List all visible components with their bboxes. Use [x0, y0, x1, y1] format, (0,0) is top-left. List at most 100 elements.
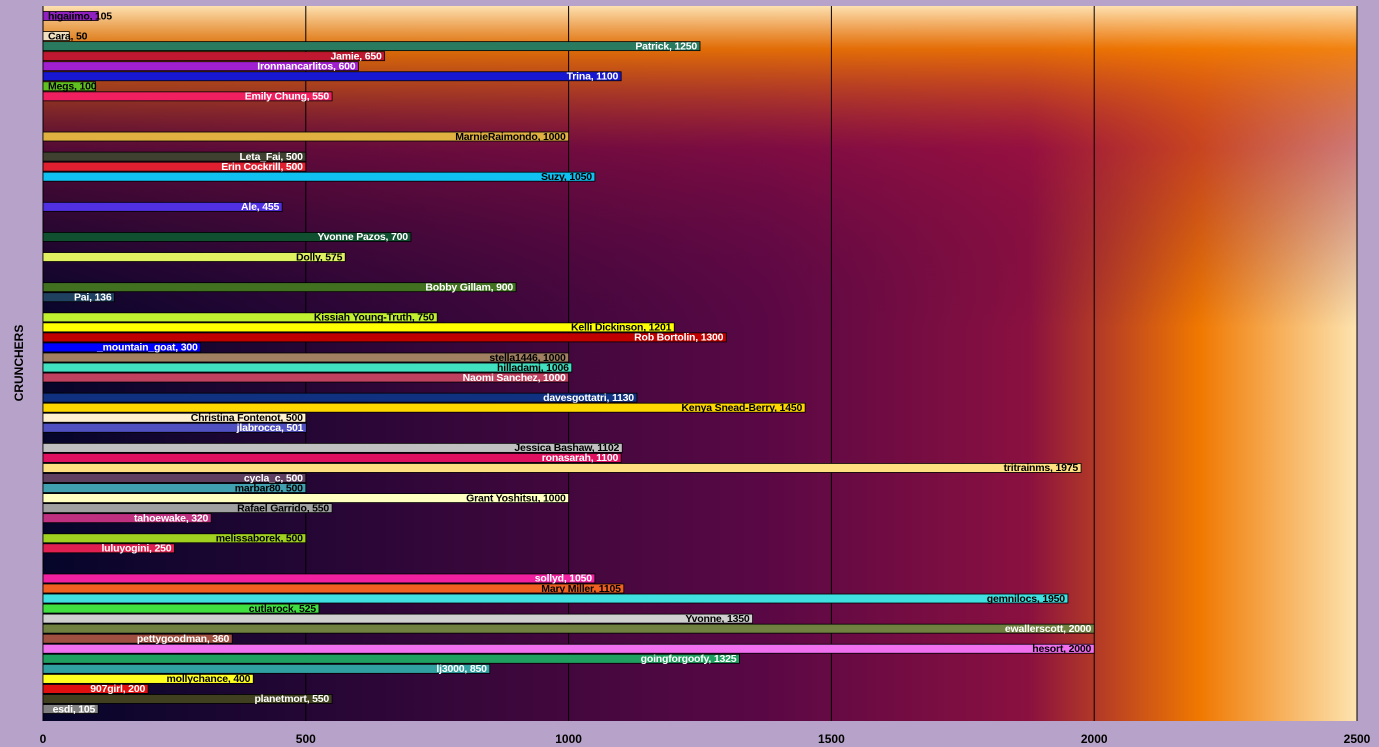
data-label: Rafael Garrido, 550 [237, 502, 329, 514]
bar [42, 493, 569, 503]
data-label: Jamie, 650 [330, 50, 381, 62]
bar [42, 653, 740, 664]
bar [42, 503, 333, 514]
data-label: luluyogini, 250 [101, 543, 171, 555]
bar [42, 483, 307, 493]
x-tick-label: 0 [40, 732, 47, 746]
data-label: sollyd, 1050 [535, 573, 592, 585]
data-label: hilladamj, 1006 [497, 362, 569, 374]
bar [42, 463, 1082, 473]
data-label: Yvonne, 1350 [685, 613, 749, 625]
data-label: Jessica Bashaw, 1102 [514, 442, 619, 454]
bar [42, 633, 233, 644]
bar [42, 61, 359, 72]
x-tick-label: 1000 [555, 732, 582, 746]
bar [42, 412, 307, 423]
bar [42, 232, 412, 242]
data-label: melissaborek, 500 [216, 533, 303, 545]
data-label: higaiimo, 105 [48, 10, 112, 22]
data-label: MarnieRaimondo, 1000 [455, 131, 566, 143]
bar [42, 252, 346, 262]
bar [42, 704, 99, 714]
bar [42, 312, 438, 323]
data-label: lj3000, 850 [436, 663, 487, 675]
bar [42, 402, 806, 413]
bar [42, 513, 212, 524]
bar [42, 422, 307, 433]
bar [42, 694, 333, 704]
x-tick-label: 2500 [1344, 732, 1371, 746]
y-axis-title: CRUNCHERS [12, 325, 26, 402]
bar [42, 322, 675, 333]
bar [42, 543, 175, 554]
data-label: gemnilocs, 1950 [987, 593, 1065, 605]
data-label: Ale, 455 [241, 201, 279, 213]
data-label: Yvonne Pazos, 700 [317, 231, 408, 243]
data-label: tahoewake, 320 [134, 512, 209, 524]
bar [42, 282, 517, 293]
data-label: Suzy, 1050 [541, 171, 592, 183]
bar [42, 91, 333, 102]
bar [42, 342, 202, 353]
bar [42, 292, 115, 303]
data-label: tritrainms, 1975 [1004, 462, 1079, 474]
bar [42, 81, 96, 92]
data-label: Trina, 1100 [567, 71, 619, 83]
bar [42, 171, 596, 182]
data-label: pettygoodman, 360 [137, 633, 230, 645]
data-label: Mary Miller, 1105 [541, 583, 621, 595]
data-label: Grant Yoshitsu, 1000 [466, 492, 566, 504]
bar [42, 51, 386, 62]
bar [42, 593, 1069, 604]
data-label: Kissiah Young-Truth, 750 [314, 312, 435, 324]
bar [42, 643, 1095, 654]
bar [42, 613, 753, 624]
data-label: _mountain_goat, 300 [96, 342, 198, 354]
bar [42, 41, 701, 52]
data-label: Kelli Dickinson, 1201 [571, 322, 672, 334]
bar [42, 473, 307, 483]
data-label: ronasarah, 1100 [542, 452, 619, 464]
data-label: esdi, 105 [53, 703, 96, 715]
bar [42, 161, 307, 172]
data-label: davesgottatri, 1130 [543, 392, 634, 404]
bar [42, 663, 491, 674]
data-label: planetmort, 550 [254, 693, 329, 705]
data-label: Kenya Snead-Berry, 1450 [681, 402, 802, 414]
data-label: Christina Fontenot, 500 [191, 412, 303, 424]
bar [42, 201, 283, 212]
x-tick-label: 500 [296, 732, 316, 746]
bar [42, 151, 307, 162]
data-label: Rob Bortolin, 1300 [634, 332, 724, 344]
data-label: cutlarock, 525 [249, 603, 317, 615]
bar [42, 673, 254, 684]
data-label: Erin Cockrill, 500 [221, 161, 303, 173]
data-label: mollychance, 400 [166, 673, 250, 685]
bar [42, 352, 569, 363]
bar [42, 453, 622, 463]
data-label: ewallerscott, 2000 [1005, 623, 1092, 635]
bar [42, 372, 569, 383]
data-label: Dolly, 575 [296, 251, 343, 263]
data-label: goingforgoofy, 1325 [641, 653, 737, 665]
data-label: marbar80, 500 [235, 482, 303, 494]
data-label: cycla_c, 500 [244, 472, 303, 484]
bar [42, 583, 625, 594]
bar [42, 71, 622, 82]
bar [42, 31, 70, 41]
x-tick-label: 1500 [818, 732, 845, 746]
x-tick-label: 2000 [1081, 732, 1108, 746]
bar [42, 603, 320, 614]
data-label: Leta_Fai, 500 [239, 151, 303, 163]
data-label: Pai, 136 [74, 291, 112, 303]
data-label: Cara, 50 [48, 30, 88, 42]
bar [42, 684, 149, 694]
bar [42, 131, 569, 142]
bar [42, 392, 638, 403]
data-label: 907girl, 200 [90, 683, 145, 695]
bar [42, 442, 623, 453]
data-label: jlabrocca, 501 [236, 422, 304, 434]
data-label: Ironmancarlitos, 600 [257, 60, 355, 72]
data-label: hesort, 2000 [1032, 643, 1091, 655]
